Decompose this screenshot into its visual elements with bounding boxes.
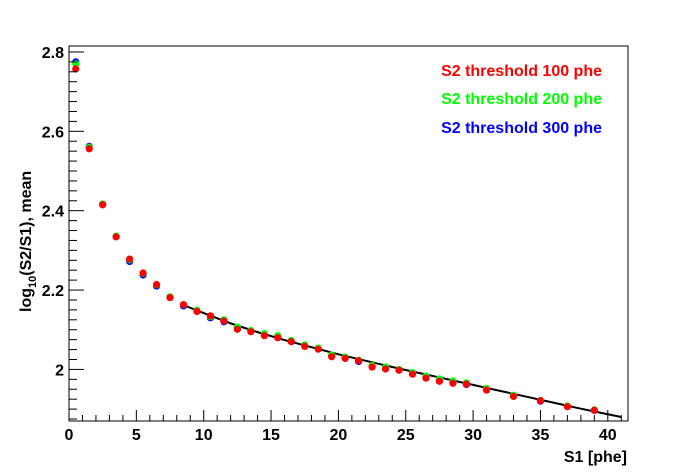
data-point-series-2 bbox=[509, 392, 518, 400]
data-point-series-2 bbox=[139, 269, 147, 277]
data-point-series-2 bbox=[590, 406, 598, 414]
y-tick-label: 2.2 bbox=[42, 283, 64, 300]
y-axis: 2 2.2 2.4 2.6 2.8 bbox=[42, 45, 84, 420]
data-point-series-2 bbox=[247, 328, 255, 336]
data-point-series-2 bbox=[408, 370, 417, 378]
x-tick-label: 0 bbox=[65, 427, 74, 444]
y-tick-label: 2.6 bbox=[42, 124, 64, 141]
data-point-series-2 bbox=[381, 365, 390, 373]
data-point-series-2 bbox=[126, 255, 134, 263]
points-layer bbox=[72, 58, 598, 414]
data-point-series-2 bbox=[341, 354, 349, 362]
data-point-series-2 bbox=[368, 363, 376, 371]
x-tick-label: 35 bbox=[532, 427, 550, 444]
data-point-series-2 bbox=[233, 325, 241, 333]
data-point-series-2 bbox=[355, 357, 363, 365]
data-point-series-2 bbox=[536, 397, 545, 405]
data-point-series-2 bbox=[166, 293, 174, 302]
data-point-series-2 bbox=[328, 353, 336, 361]
x-axis-title: S1 [phe] bbox=[564, 449, 627, 466]
data-point-series-2 bbox=[395, 366, 403, 374]
data-point-series-2 bbox=[314, 345, 322, 353]
y-axis-title-suffix: (S2/S1), mean bbox=[18, 171, 35, 276]
y-tick-label: 2 bbox=[55, 362, 64, 379]
data-point-series-2 bbox=[220, 317, 228, 325]
data-point-series-2 bbox=[72, 65, 80, 73]
data-point-series-2 bbox=[85, 145, 93, 153]
data-point-series-2 bbox=[435, 377, 444, 385]
legend-entry-threshold-100: S2 threshold 100 phe bbox=[441, 63, 602, 80]
data-point-series-2 bbox=[260, 332, 268, 340]
data-point-series-2 bbox=[482, 386, 491, 394]
x-tick-label: 5 bbox=[132, 427, 141, 444]
data-point-series-2 bbox=[112, 233, 120, 241]
data-point-series-2 bbox=[152, 280, 161, 289]
plot-frame bbox=[68, 45, 629, 422]
y-axis-title-prefix: log bbox=[18, 288, 35, 312]
x-axis: 0 5 10 15 20 25 30 35 40 bbox=[65, 410, 622, 444]
y-tick-label: 2.8 bbox=[42, 45, 64, 62]
x-tick-label: 10 bbox=[195, 427, 213, 444]
y-axis-title-subscript: 10 bbox=[27, 276, 39, 288]
y-tick-label: 2.4 bbox=[42, 204, 64, 221]
data-point-series-2 bbox=[422, 374, 430, 382]
data-point-series-2 bbox=[287, 338, 295, 346]
data-point-series-2 bbox=[301, 342, 309, 350]
data-point-series-2 bbox=[462, 380, 470, 388]
y-axis-title: log10(S2/S1), mean bbox=[18, 171, 39, 312]
data-point-series-2 bbox=[206, 312, 215, 320]
legend: S2 threshold 100 phe S2 threshold 200 ph… bbox=[441, 63, 602, 137]
data-point-series-2 bbox=[99, 201, 107, 209]
data-point-series-2 bbox=[274, 334, 282, 342]
data-point-series-2 bbox=[563, 403, 571, 411]
x-tick-label: 25 bbox=[397, 427, 415, 444]
x-tick-label: 40 bbox=[599, 427, 617, 444]
data-point-series-2 bbox=[449, 379, 457, 387]
x-tick-label: 15 bbox=[262, 427, 280, 444]
x-tick-label: 20 bbox=[329, 427, 347, 444]
legend-entry-threshold-300: S2 threshold 300 phe bbox=[441, 120, 602, 137]
data-point-series-2 bbox=[179, 301, 188, 309]
data-point-series-2 bbox=[193, 307, 201, 316]
legend-entry-threshold-200: S2 threshold 200 phe bbox=[441, 91, 602, 108]
x-tick-label: 30 bbox=[464, 427, 482, 444]
